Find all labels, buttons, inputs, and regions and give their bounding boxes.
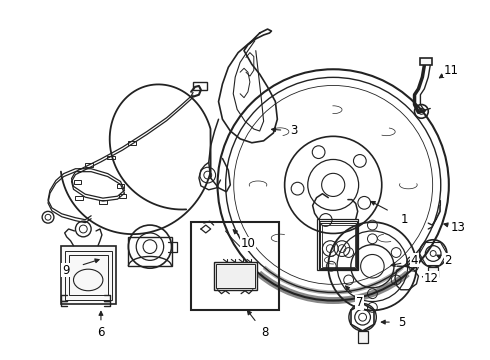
Bar <box>61 246 116 305</box>
Bar <box>65 251 112 300</box>
Bar <box>214 262 257 290</box>
Bar <box>128 141 136 145</box>
Bar <box>99 199 107 203</box>
Bar <box>107 156 115 159</box>
Text: 3: 3 <box>290 125 298 138</box>
Text: 1: 1 <box>401 213 409 226</box>
Bar <box>75 196 83 199</box>
Bar <box>318 221 357 269</box>
Text: 11: 11 <box>443 64 458 77</box>
Bar <box>193 82 207 90</box>
Bar <box>317 219 358 270</box>
Text: 9: 9 <box>62 264 70 276</box>
Bar <box>128 237 171 266</box>
Text: 8: 8 <box>261 327 269 339</box>
Text: 13: 13 <box>450 221 465 234</box>
Bar <box>428 267 438 277</box>
Bar <box>85 163 93 167</box>
Text: 10: 10 <box>241 237 255 250</box>
Text: 12: 12 <box>424 271 439 284</box>
Bar <box>216 264 255 288</box>
Bar <box>191 222 279 310</box>
Text: 7: 7 <box>356 296 364 309</box>
Text: 4: 4 <box>411 254 418 267</box>
Bar <box>420 58 432 65</box>
Text: 6: 6 <box>97 327 105 339</box>
Bar <box>322 225 355 267</box>
Text: 5: 5 <box>398 316 406 329</box>
Bar <box>74 180 81 184</box>
Bar <box>117 184 124 188</box>
Text: 2: 2 <box>444 254 452 267</box>
Bar <box>69 256 108 294</box>
Bar <box>358 331 368 343</box>
Bar <box>119 194 126 198</box>
Bar <box>320 223 356 268</box>
